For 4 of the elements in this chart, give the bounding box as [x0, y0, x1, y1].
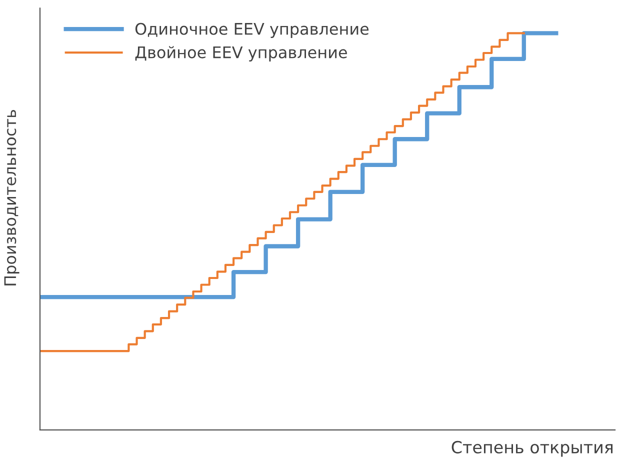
y-axis-title: Производительность: [4, 110, 20, 286]
legend-label: Двойное EEV управление: [135, 46, 347, 62]
x-axis-title: Степень открытия: [452, 440, 612, 457]
legend-label: Одиночное EEV управление: [135, 22, 369, 38]
